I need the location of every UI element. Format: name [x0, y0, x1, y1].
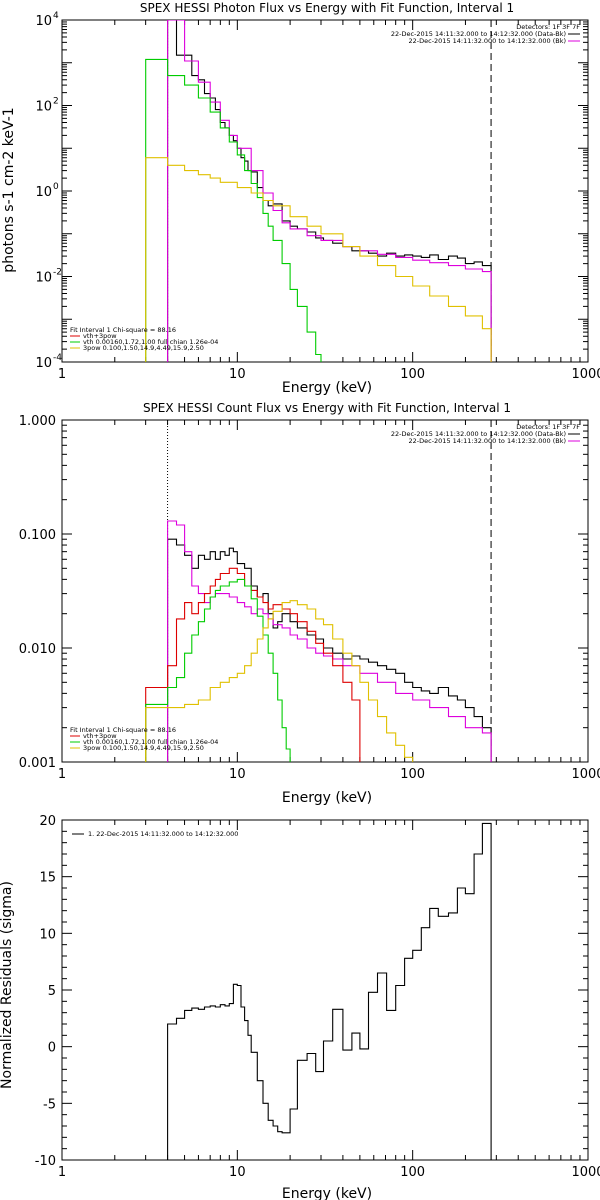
series-line — [167, 20, 492, 362]
series-line — [167, 20, 492, 362]
legend-top-right-entry: 22-Dec-2015 14:11:32.000 to 14:12:32.000… — [391, 430, 566, 438]
y-tick-label: 1.000 — [19, 414, 56, 429]
y-tick-label: 0.001 — [19, 756, 56, 771]
y-tick-exponent: -2 — [53, 268, 62, 278]
y-tick-exponent: 2 — [53, 97, 59, 107]
legend-bottom-left-entry: vth 0.00160,1.72,1.00 full chian 1.26e-0… — [83, 338, 218, 346]
legend-bottom-left-entry: vth 0.00160,1.72,1.00 full chian 1.26e-0… — [83, 738, 218, 746]
series-line — [145, 600, 414, 762]
x-tick-label: 100 — [400, 767, 425, 782]
x-tick-label: 10 — [229, 1165, 246, 1180]
legend-bottom-left-header: Fit Interval 1 Chi-square = 88.16 — [70, 726, 176, 734]
y-tick-exponent: -4 — [53, 353, 62, 363]
legend-bottom-left-entry: vth+3pow — [83, 732, 117, 740]
legend-top-right-entry: 22-Dec-2015 14:11:32.000 to 14:12:32.000… — [409, 37, 567, 45]
x-tick-label: 1 — [58, 1165, 66, 1180]
series-group — [145, 520, 492, 762]
legend-top-right-entry: Detectors: 1F 3F 7F — [516, 23, 580, 31]
legend-top-right-entry: 22-Dec-2015 14:11:32.000 to 14:12:32.000… — [409, 437, 567, 445]
y-tick-label: -5 — [43, 1097, 56, 1112]
y-tick-label: 15 — [39, 871, 56, 886]
series-line — [145, 58, 322, 362]
y-tick-label: 0.010 — [19, 642, 56, 657]
y-axis-label: photons s-1 cm-2 keV-1 — [1, 107, 17, 272]
x-axis-label: Energy (keV) — [282, 1186, 372, 1200]
legend-top-right-entry: 22-Dec-2015 14:11:32.000 to 14:12:32.000… — [391, 30, 566, 38]
y-axis-label: Normalized Residuals (sigma) — [0, 881, 15, 1089]
x-tick-label: 1 — [58, 767, 66, 782]
legend-bottom-left-header: Fit Interval 1 Chi-square = 88.16 — [70, 326, 176, 334]
x-axis-label: Energy (keV) — [282, 380, 372, 396]
legend-bottom-left-entry: 3pow 0.100,1.50,14.9,4.49,15.9,2.50 — [83, 344, 204, 352]
y-tick-label: 5 — [48, 984, 56, 999]
x-tick-label: 10 — [229, 767, 246, 782]
legend-top-left-entry: 1. 22-Dec-2015 14:11:32.000 to 14:12:32.… — [88, 830, 238, 838]
series-group — [167, 822, 492, 1160]
series-line — [145, 578, 291, 762]
y-tick-exponent: 0 — [53, 182, 59, 192]
y-tick-label: 0.100 — [19, 528, 56, 543]
y-tick-label: 10 — [35, 271, 52, 286]
series-line — [167, 822, 492, 1160]
x-axis-label: Energy (keV) — [282, 790, 372, 806]
plot-frame — [61, 19, 589, 363]
legend-bottom-left-entry: 3pow 0.100,1.50,14.9,4.49,15.9,2.50 — [83, 744, 204, 752]
y-tick-label: 0 — [48, 1041, 56, 1056]
y-tick-label: 10 — [35, 14, 52, 29]
chart-title: SPEX HESSI Photon Flux vs Energy with Fi… — [140, 1, 514, 15]
y-tick-label: 10 — [39, 927, 56, 942]
y-tick-exponent: 4 — [53, 11, 59, 21]
count-flux-panel: SPEX HESSI Count Flux vs Energy with Fit… — [19, 401, 600, 806]
series-line — [167, 520, 492, 762]
series-group — [145, 20, 492, 362]
x-tick-label: 1 — [58, 367, 66, 382]
x-tick-label: 100 — [400, 1165, 425, 1180]
y-tick-label: 10 — [35, 356, 52, 371]
series-line — [145, 567, 361, 762]
y-tick-label: -10 — [35, 1154, 56, 1169]
chart-title: SPEX HESSI Count Flux vs Energy with Fit… — [143, 401, 511, 415]
legend-bottom-left-entry: vth+3pow — [83, 332, 117, 340]
x-tick-label: 10 — [229, 367, 246, 382]
y-tick-label: 10 — [35, 185, 52, 200]
y-tick-label: 20 — [39, 814, 56, 829]
plot-frame — [61, 819, 589, 1161]
plot-frame — [61, 419, 589, 763]
x-tick-label: 100 — [400, 367, 425, 382]
series-line — [167, 538, 492, 762]
series-line — [145, 157, 492, 362]
y-tick-label: 10 — [35, 100, 52, 115]
legend-top-right-entry: Detectors: 1F 3F 7F — [516, 423, 580, 431]
photon-flux-panel: SPEX HESSI Photon Flux vs Energy with Fi… — [1, 1, 600, 396]
